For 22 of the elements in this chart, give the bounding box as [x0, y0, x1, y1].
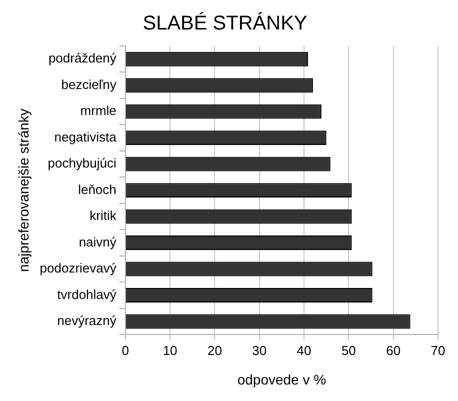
- x-tick-label: 0: [122, 342, 130, 358]
- y-tick-label: negativista: [54, 129, 118, 144]
- y-tick-label: naivný: [78, 234, 117, 250]
- y-tick-label: podozrievavý: [40, 260, 117, 276]
- x-tick-label: 20: [207, 342, 222, 358]
- y-tick-label: kritik: [90, 208, 117, 224]
- x-tick-label: 10: [162, 342, 178, 358]
- y-tick-label: tvrdohlavý: [57, 286, 117, 302]
- x-axis-title: odpovede v %: [237, 371, 326, 388]
- y-tick-label: mrmle: [80, 103, 116, 118]
- x-tick-label: 60: [386, 342, 401, 358]
- y-axis-title: najpreferovanejšie stránky: [15, 108, 32, 272]
- y-tick-label: nevýrazný: [57, 313, 117, 328]
- y-tick-label: leňoch: [78, 182, 116, 197]
- x-tick-label: 70: [430, 342, 446, 358]
- x-tick-label: 30: [252, 342, 267, 358]
- x-tick-label: 50: [341, 342, 356, 358]
- x-tick-label: 40: [296, 342, 312, 358]
- y-tick-label: bezcieľny: [61, 76, 117, 92]
- y-tick-label: podráždený: [48, 50, 117, 66]
- y-tick-label: pochybujúci: [48, 156, 117, 171]
- chart-title: SLABÉ STRÁNKY: [142, 12, 308, 35]
